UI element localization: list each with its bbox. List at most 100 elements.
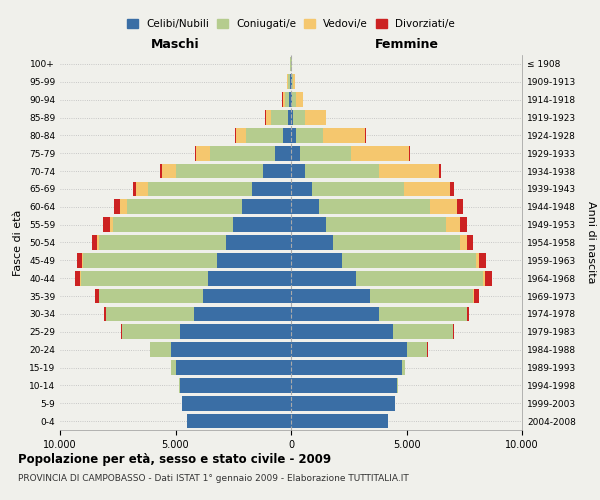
Bar <box>291 146 409 160</box>
Bar <box>291 289 370 304</box>
Bar <box>291 324 454 339</box>
Bar <box>291 164 305 178</box>
Bar <box>283 128 291 142</box>
Bar <box>182 396 291 410</box>
Bar <box>106 306 291 322</box>
Bar <box>291 200 319 214</box>
Bar <box>148 182 291 196</box>
Bar <box>291 342 407 357</box>
Bar <box>291 218 446 232</box>
Bar <box>291 182 454 196</box>
Bar <box>136 182 291 196</box>
Bar <box>291 235 473 250</box>
Bar <box>291 414 388 428</box>
Bar <box>288 74 291 89</box>
Bar <box>233 218 291 232</box>
Text: Maschi: Maschi <box>151 38 200 52</box>
Bar <box>246 128 291 142</box>
Bar <box>120 200 291 214</box>
Bar <box>291 164 379 178</box>
Y-axis label: Fasce di età: Fasce di età <box>13 210 23 276</box>
Bar <box>291 92 303 107</box>
Bar <box>83 253 291 268</box>
Text: PROVINCIA DI CAMPOBASSO - Dati ISTAT 1° gennaio 2009 - Elaborazione TUTTITALIA.I: PROVINCIA DI CAMPOBASSO - Dati ISTAT 1° … <box>18 474 409 483</box>
Bar <box>291 164 441 178</box>
Bar <box>122 324 291 339</box>
Bar <box>180 324 291 339</box>
Bar <box>291 92 303 107</box>
Bar <box>291 74 295 89</box>
Bar <box>291 110 326 125</box>
Bar <box>291 271 356 285</box>
Bar <box>196 146 291 160</box>
Bar <box>271 110 291 125</box>
Bar <box>182 396 291 410</box>
Bar <box>110 218 291 232</box>
Bar <box>291 253 486 268</box>
Bar <box>291 378 398 392</box>
Bar <box>291 414 388 428</box>
Bar <box>291 235 467 250</box>
Bar <box>287 74 291 89</box>
Bar <box>182 396 291 410</box>
Bar <box>291 324 453 339</box>
Bar <box>287 110 291 125</box>
Bar <box>291 200 463 214</box>
Bar <box>226 235 291 250</box>
Bar <box>161 164 291 178</box>
Bar <box>290 74 291 89</box>
Bar <box>291 253 342 268</box>
Bar <box>291 342 427 357</box>
Bar <box>203 289 291 304</box>
Bar <box>252 182 291 196</box>
Bar <box>187 414 291 428</box>
Bar <box>291 342 428 357</box>
Bar <box>291 128 323 142</box>
Bar <box>179 378 291 392</box>
Bar <box>210 146 291 160</box>
Bar <box>291 182 451 196</box>
Bar <box>291 396 395 410</box>
Bar <box>171 342 291 357</box>
Bar <box>291 342 427 357</box>
Bar <box>208 271 291 285</box>
Bar <box>97 235 291 250</box>
Bar <box>176 164 291 178</box>
Bar <box>291 396 395 410</box>
Bar <box>291 110 326 125</box>
Bar <box>76 271 291 285</box>
Bar <box>291 396 395 410</box>
Bar <box>180 378 291 392</box>
Bar <box>171 360 291 375</box>
Bar <box>291 200 457 214</box>
Bar <box>80 271 291 285</box>
Bar <box>291 218 326 232</box>
Bar <box>133 182 291 196</box>
Bar <box>291 360 406 375</box>
Bar <box>291 306 379 322</box>
Bar <box>82 253 291 268</box>
Bar <box>113 218 291 232</box>
Bar <box>171 360 291 375</box>
Bar <box>92 235 291 250</box>
Bar <box>263 164 291 178</box>
Bar <box>81 271 291 285</box>
Bar <box>291 146 410 160</box>
Bar <box>289 92 291 107</box>
Bar <box>291 128 365 142</box>
Bar <box>182 396 291 410</box>
Bar <box>291 56 292 71</box>
Bar <box>291 414 388 428</box>
Bar <box>291 56 292 71</box>
Bar <box>291 360 406 375</box>
Bar <box>103 218 291 232</box>
Bar <box>179 378 291 392</box>
Legend: Celibi/Nubili, Coniugati/e, Vedovi/e, Divorziati/e: Celibi/Nubili, Coniugati/e, Vedovi/e, Di… <box>123 15 459 34</box>
Bar <box>291 378 398 392</box>
Bar <box>266 110 291 125</box>
Bar <box>291 271 485 285</box>
Bar <box>99 235 291 250</box>
Bar <box>291 128 296 142</box>
Bar <box>150 342 291 357</box>
Bar <box>291 74 295 89</box>
